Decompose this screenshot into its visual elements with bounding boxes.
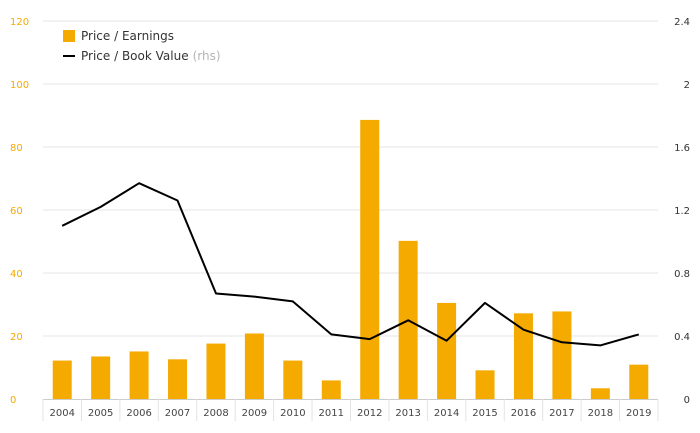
x-axis-tick-label: 2013	[395, 408, 420, 419]
x-axis-tick-label: 2019	[626, 408, 651, 419]
right-axis-tick-label: 0.8	[674, 269, 690, 280]
left-axis-tick-label: 20	[10, 332, 23, 343]
left-axis-tick-label: 100	[10, 80, 29, 91]
x-axis: 2004 2005 2006 2007 2008 2009 2010 2011 2012 2013…	[42, 399, 659, 421]
x-axis-tick-label: 2005	[88, 408, 113, 419]
x-axis-tick-label: 2008	[203, 408, 228, 419]
line-series-group	[61, 182, 640, 347]
right-axis-tick-label: 2.4	[674, 17, 690, 28]
legend: Price / Earnings Price / Book Value (rhs)	[63, 29, 221, 63]
bar-price-earnings	[283, 360, 303, 399]
bar-price-earnings	[513, 313, 533, 399]
right-axis-tick-label: 0.4	[674, 332, 690, 343]
left-axis-tick-label: 80	[10, 143, 23, 154]
x-axis-tick-label: 2007	[165, 408, 190, 419]
legend-label-rhs-note: (rhs)	[193, 49, 221, 63]
left-axis-tick-label: 40	[10, 269, 23, 280]
bar-price-earnings	[91, 356, 111, 399]
legend-label-price-earnings: Price / Earnings	[81, 29, 174, 43]
x-axis-tick-label: 2015	[472, 408, 497, 419]
bar-price-earnings	[437, 302, 457, 399]
x-axis-tick-label: 2011	[319, 408, 344, 419]
left-axis-ticks: 0 20 40 60 80 100 120	[10, 17, 29, 406]
left-axis-tick-label: 120	[10, 17, 29, 28]
x-axis-tick-label: 2017	[549, 408, 574, 419]
left-axis-tick-label: 60	[10, 206, 23, 217]
bar-price-earnings	[629, 364, 649, 399]
x-axis-tick-label: 2006	[126, 408, 151, 419]
x-axis-tick-label: 2009	[242, 408, 267, 419]
bar-price-earnings	[206, 343, 226, 399]
bar-price-earnings	[360, 119, 380, 399]
x-axis-tick-label: 2016	[511, 408, 536, 419]
x-axis-tick-label: 2010	[280, 408, 305, 419]
bar-price-earnings	[321, 380, 341, 399]
bar-price-earnings	[590, 388, 610, 399]
x-axis-tick-label: 2004	[49, 408, 74, 419]
right-axis-tick-label: 1.6	[674, 143, 690, 154]
legend-label-price-book-wrapper: Price / Book Value (rhs)	[81, 49, 221, 63]
bar-price-earnings	[52, 360, 72, 399]
right-axis-tick-label: 1.2	[674, 206, 690, 217]
bar-price-earnings	[475, 370, 495, 399]
bar-price-earnings	[129, 351, 149, 399]
left-axis-tick-label: 0	[10, 395, 16, 406]
right-axis-ticks: 0 0.4 0.8 1.2 1.6 2 2.4	[674, 17, 690, 406]
x-axis-tick-label: 2012	[357, 408, 382, 419]
gridlines	[43, 20, 658, 337]
bar-series	[52, 119, 649, 399]
x-axis-tick-label: 2018	[588, 408, 613, 419]
x-axis-tick-label: 2014	[434, 408, 459, 419]
line-price-book-value	[61, 182, 640, 347]
bar-price-earnings	[244, 333, 264, 399]
legend-label-price-book: Price / Book Value	[81, 49, 189, 63]
right-axis-tick-label: 2	[684, 80, 690, 91]
bar-price-earnings	[552, 311, 572, 399]
legend-swatch-price-earnings	[63, 30, 75, 42]
bar-price-earnings	[168, 359, 188, 399]
right-axis-tick-label: 0	[684, 395, 690, 406]
